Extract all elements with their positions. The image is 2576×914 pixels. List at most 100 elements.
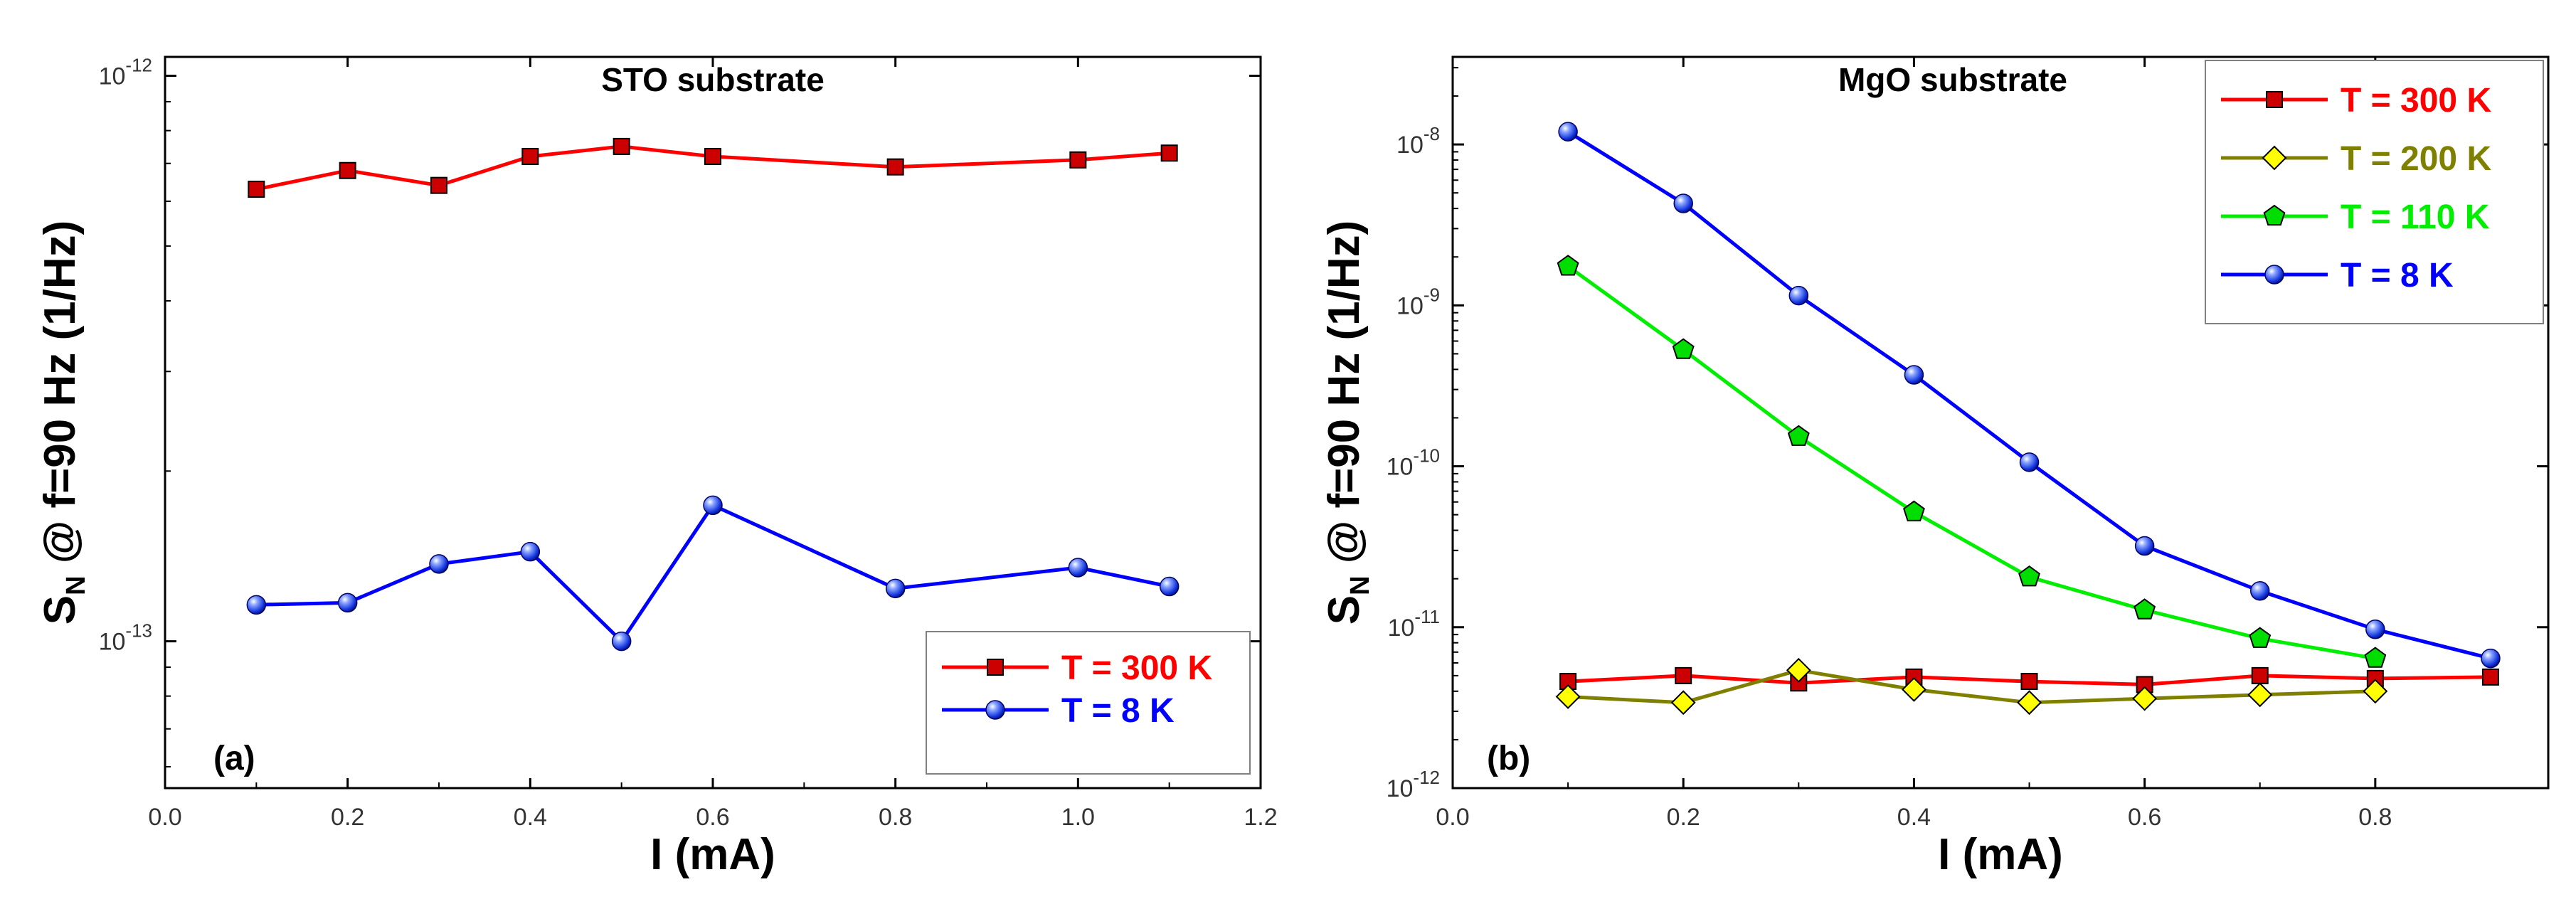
plot-frame — [1451, 55, 2550, 790]
legend-label: T = 8 K — [1061, 692, 1175, 730]
data-point — [1787, 425, 1810, 446]
data-point — [1902, 676, 1926, 702]
y-axis-title-rest: @ f=90 Hz (1/Hz) — [1320, 220, 1369, 576]
x-axis-title: I (mA) — [650, 830, 775, 879]
panel-label: (b) — [1487, 740, 1530, 777]
data-point — [1675, 666, 1692, 684]
data-point — [1558, 122, 1578, 142]
panel-label: (a) — [213, 740, 255, 777]
legend-marker — [2266, 91, 2283, 108]
legend: T = 300 K T = 8 K — [926, 631, 1251, 775]
data-point — [2132, 686, 2158, 711]
data-point — [2018, 565, 2040, 587]
legend-label: T = 110 K — [2341, 198, 2490, 236]
y-axis-title: SN @ f=90 Hz (1/Hz) — [1320, 220, 1375, 625]
y-axis-title-rest: @ f=90 Hz (1/Hz) — [36, 220, 85, 576]
series-t-110-k — [1557, 255, 2387, 668]
legend-entries: T = 300 K T = 8 K — [942, 649, 1212, 730]
data-point — [1673, 193, 1693, 213]
data-point — [611, 631, 632, 652]
data-point — [1904, 365, 1924, 385]
x-axis-title: I (mA) — [1938, 830, 2063, 879]
legend-label: T = 8 K — [2341, 257, 2454, 294]
data-point — [703, 495, 723, 516]
series-t-8-k — [1558, 122, 2501, 669]
legend-marker — [2262, 145, 2287, 171]
data-point — [2249, 627, 2272, 648]
data-point — [1786, 657, 1811, 683]
legend-label: T = 300 K — [2341, 82, 2491, 119]
y-axis-title-subscript: N — [1345, 575, 1375, 595]
legend-entry: T = 200 K — [2221, 140, 2491, 178]
x-tick-label: 0.2 — [331, 804, 364, 831]
legend-entries: T = 300 K T = 200 K T = 110 K T = 8 K — [2221, 82, 2491, 294]
x-axis-ticks: 0.0 0.2 0.4 0.6 0.8 — [1436, 57, 2392, 831]
y-tick-label: 10-9 — [1396, 284, 1440, 319]
data-point — [2481, 648, 2501, 669]
legend-box — [926, 631, 1251, 775]
x-tick-label: 0.2 — [1667, 804, 1700, 831]
y-tick-label: 10-12 — [99, 55, 152, 90]
legend-marker — [2264, 265, 2284, 285]
data-point — [2364, 647, 2387, 668]
y-axis-title-subscript: N — [61, 575, 91, 595]
legend-entry: T = 300 K — [2221, 82, 2491, 119]
legend-marker — [2263, 204, 2286, 226]
y-tick-label: 10-11 — [1388, 606, 1440, 642]
y-axis-ticks: 10-13 10-12 — [99, 55, 1261, 767]
data-point — [2017, 690, 2042, 716]
y-tick-label: 10-10 — [1387, 445, 1440, 481]
data-point — [1555, 684, 1581, 709]
chart-title: MgO substrate — [1838, 61, 2067, 98]
data-point — [521, 147, 539, 165]
data-point — [1670, 690, 1696, 716]
y-tick-label: 10-8 — [1396, 123, 1440, 159]
legend-entry: T = 110 K — [2221, 198, 2490, 236]
series-t-200-k — [1555, 657, 2388, 716]
x-axis-ticks: 0.0 0.2 0.4 0.6 0.8 1.0 1.2 — [148, 57, 1278, 831]
series-layer — [1555, 122, 2501, 716]
legend-label: T = 300 K — [1061, 649, 1212, 687]
legend-marker — [985, 700, 1005, 720]
data-point — [1068, 558, 1088, 578]
data-point — [704, 147, 721, 165]
data-point — [2247, 682, 2273, 708]
x-tick-label: 0.0 — [1436, 804, 1469, 831]
legend-entry: T = 8 K — [942, 692, 1175, 730]
data-point — [2363, 679, 2388, 704]
series-line — [256, 503, 1170, 644]
legend-box — [2205, 60, 2544, 324]
legend: T = 300 K T = 200 K T = 110 K T = 8 K — [2205, 60, 2544, 324]
y-tick-label: 10-13 — [99, 620, 152, 656]
data-point — [429, 554, 449, 574]
legend-label: T = 200 K — [2341, 140, 2491, 178]
data-point — [339, 161, 356, 179]
data-point — [2134, 536, 2155, 556]
x-tick-label: 1.2 — [1244, 804, 1277, 831]
data-point — [1672, 338, 1695, 359]
data-point — [337, 592, 358, 613]
series-line — [1567, 265, 2376, 661]
data-point — [1159, 576, 1180, 597]
data-point — [430, 176, 447, 194]
x-tick-label: 1.0 — [1061, 804, 1095, 831]
series-t-300-k — [1559, 666, 2499, 694]
data-point — [1069, 151, 1087, 169]
data-point — [613, 137, 630, 155]
series-t-8-k — [246, 495, 1180, 652]
data-point — [2020, 673, 2038, 691]
data-point — [886, 158, 904, 176]
x-tick-label: 0.8 — [879, 804, 912, 831]
chart-title: STO substrate — [601, 61, 825, 98]
x-tick-label: 0.8 — [2358, 804, 2392, 831]
data-point — [2365, 620, 2385, 639]
data-point — [248, 181, 265, 198]
data-point — [520, 541, 541, 562]
x-tick-label: 0.0 — [148, 804, 181, 831]
x-tick-label: 0.6 — [696, 804, 729, 831]
series-t-300-k — [248, 137, 1178, 198]
chart-panel-b: MgO substrate (b) I (mA) SN @ f=90 Hz (1… — [1320, 55, 2550, 879]
legend-entry: T = 8 K — [2221, 257, 2454, 294]
data-point — [1160, 144, 1178, 162]
